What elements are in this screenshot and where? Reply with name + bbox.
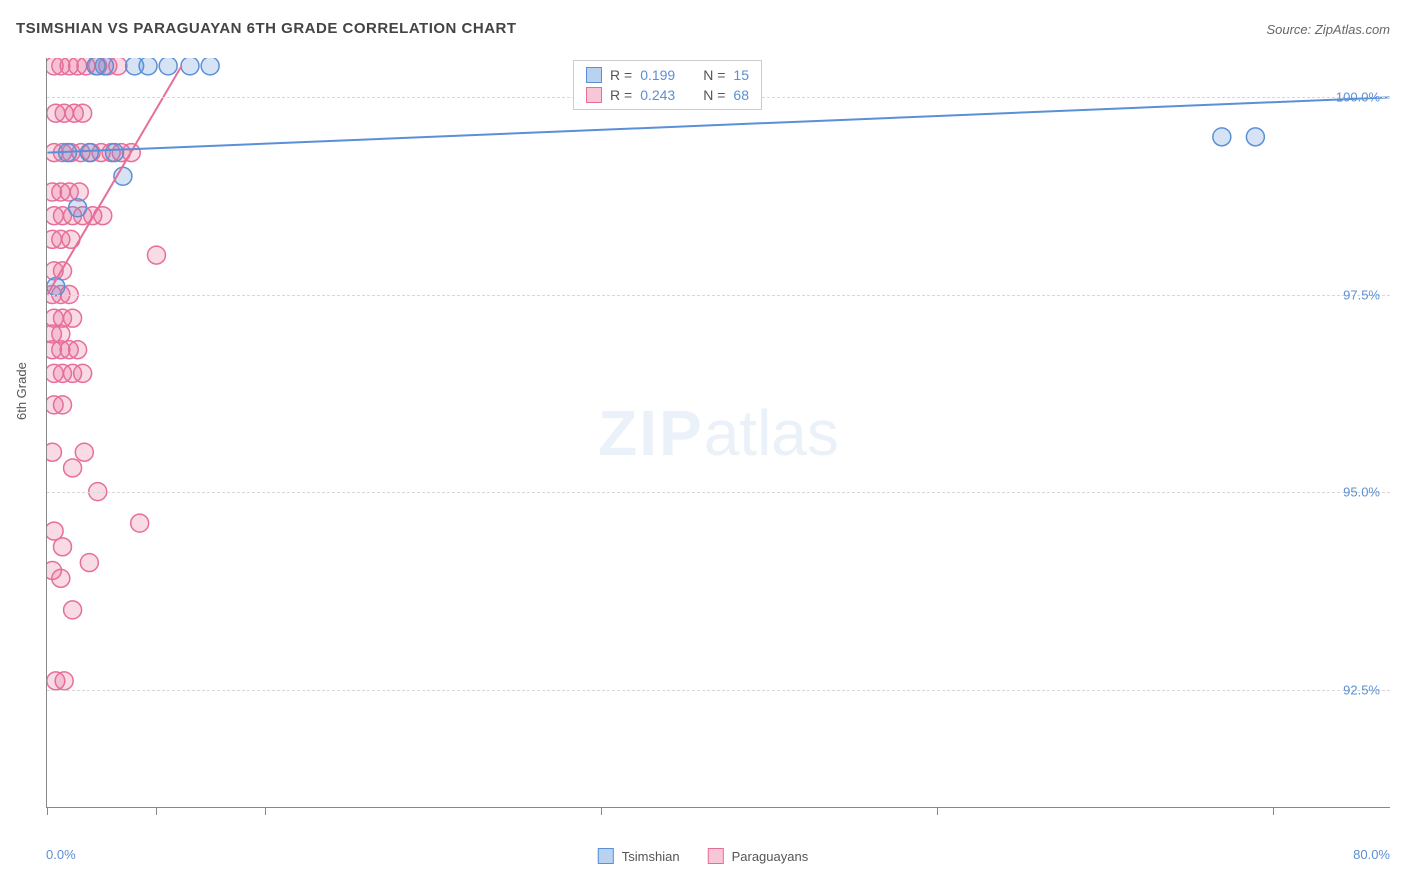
stats-row-paraguayans: R = 0.243 N = 68 — [586, 87, 749, 103]
x-tick — [601, 807, 602, 815]
x-axis-min-label: 0.0% — [46, 847, 76, 862]
y-tick-label: 97.5% — [1343, 287, 1380, 302]
gridline — [47, 492, 1390, 493]
legend-label-paraguayans: Paraguayans — [732, 849, 809, 864]
y-tick-label: 95.0% — [1343, 485, 1380, 500]
chart-title: TSIMSHIAN VS PARAGUAYAN 6TH GRADE CORREL… — [16, 20, 517, 37]
legend-item-tsimshian: Tsimshian — [598, 848, 680, 864]
legend-swatch-tsimshian — [598, 848, 614, 864]
legend: Tsimshian Paraguayans — [598, 848, 808, 864]
swatch-paraguayans — [586, 87, 602, 103]
swatch-tsimshian — [586, 67, 602, 83]
chart-container: TSIMSHIAN VS PARAGUAYAN 6TH GRADE CORREL… — [0, 0, 1406, 892]
watermark: ZIPatlas — [598, 396, 839, 470]
correlation-stats-box: R = 0.199 N = 15 R = 0.243 N = 68 — [573, 60, 762, 110]
legend-label-tsimshian: Tsimshian — [622, 849, 680, 864]
y-tick-label: 100.0% — [1336, 90, 1380, 105]
y-axis-label: 6th Grade — [14, 362, 29, 420]
x-axis-max-label: 80.0% — [1353, 847, 1390, 862]
x-tick — [156, 807, 157, 815]
legend-item-paraguayans: Paraguayans — [708, 848, 809, 864]
plot-area: ZIPatlas 100.0% 97.5% 95.0% 92.5% — [46, 58, 1390, 808]
x-tick — [937, 807, 938, 815]
gridline — [47, 295, 1390, 296]
scatter-svg — [47, 58, 1390, 807]
legend-swatch-paraguayans — [708, 848, 724, 864]
x-tick — [265, 807, 266, 815]
y-tick-label: 92.5% — [1343, 682, 1380, 697]
stats-row-tsimshian: R = 0.199 N = 15 — [586, 67, 749, 83]
x-tick — [1273, 807, 1274, 815]
source-label: Source: ZipAtlas.com — [1266, 22, 1390, 37]
gridline — [47, 690, 1390, 691]
x-tick — [47, 807, 48, 815]
